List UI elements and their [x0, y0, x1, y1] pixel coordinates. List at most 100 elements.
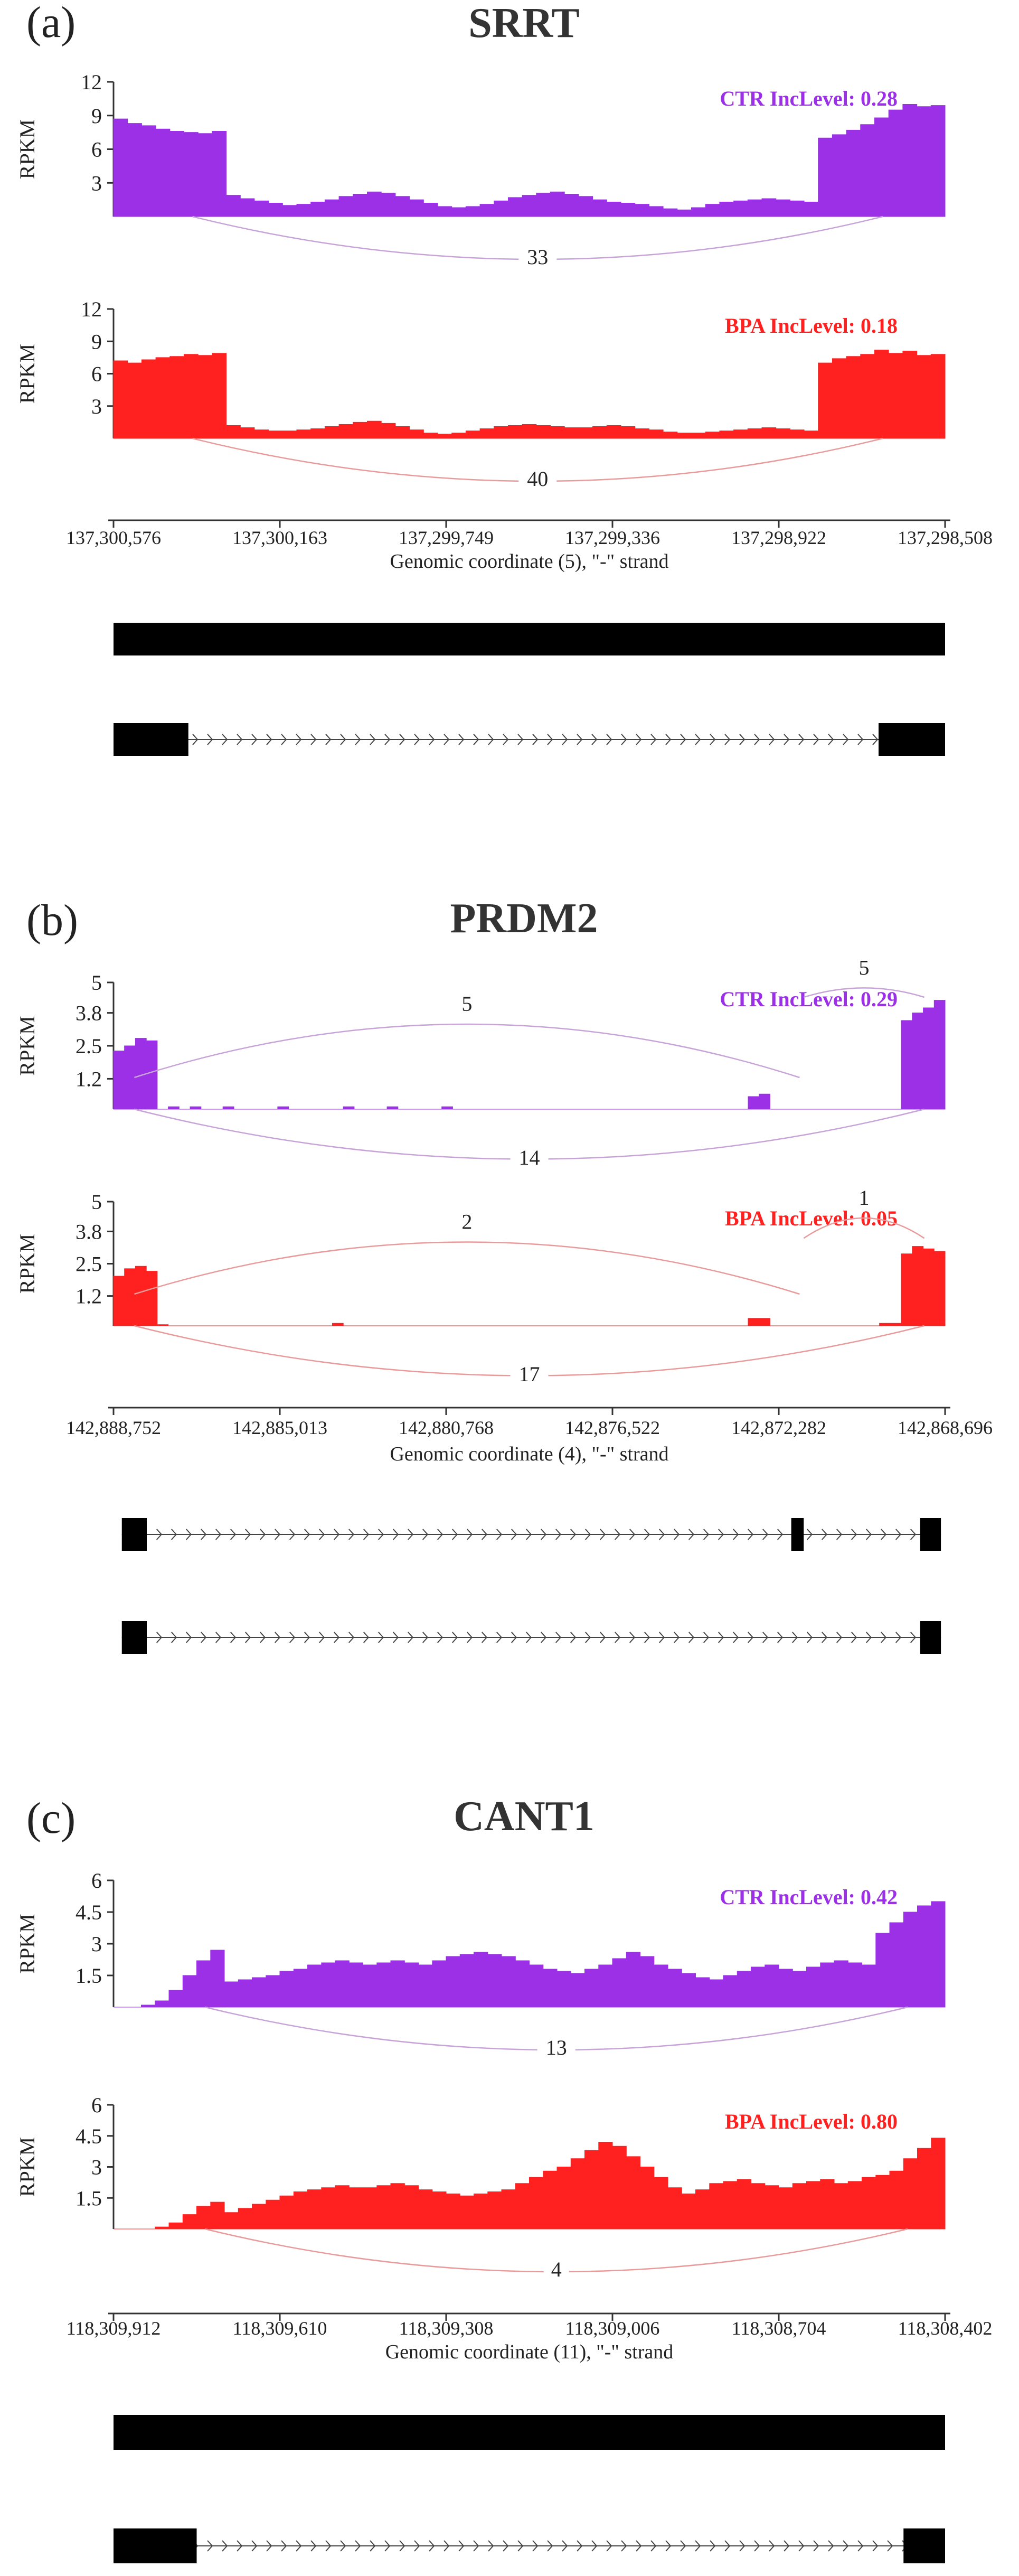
junction-count: 17 [519, 1362, 540, 1386]
intron-chevron [703, 1632, 710, 1643]
y-tick-label: 4.5 [76, 1900, 102, 1924]
panel-srrt: (a) SRRT 12 9 6 3 RPKM CTR IncLevel: 0.28 33 12 9 6… [15, 0, 993, 756]
intron-chevron [355, 734, 361, 745]
intron-chevron [355, 2540, 361, 2552]
intron-chevron [615, 1632, 621, 1643]
intron-chevron [570, 1632, 577, 1643]
intron-chevron [739, 2540, 746, 2552]
intron-chevron [754, 2540, 760, 2552]
intron-chevron [600, 1632, 606, 1643]
x-tick-label: 137,299,336 [565, 527, 660, 548]
junction-arc [803, 987, 924, 998]
intron-chevron [408, 1632, 414, 1643]
exon-block [114, 2528, 197, 2563]
exon-block [920, 1621, 941, 1654]
intron-chevron [910, 1632, 917, 1643]
y-tick-label: 1.2 [76, 1285, 102, 1308]
intron-chevron [541, 1529, 547, 1540]
intron-chevron [526, 1529, 532, 1540]
intron-chevron [621, 2540, 627, 2552]
intron-chevron [769, 734, 775, 745]
exon-block [121, 1518, 147, 1551]
intron-chevron [230, 1632, 237, 1643]
panel-letter: (b) [26, 896, 78, 945]
intron-chevron [414, 734, 420, 745]
panel-prdm2: (b) PRDM2 5 3.8 2.5 1.2 RPKM CTR IncLevel: 0.29… [15, 895, 993, 1654]
y-tick-label: 5 [91, 1190, 102, 1214]
intron-chevron [636, 2540, 642, 2552]
intron-chevron [606, 734, 612, 745]
intron-chevron [777, 1529, 784, 1540]
x-tick-label: 118,309,912 [67, 2318, 161, 2339]
exon-block [121, 1621, 147, 1654]
intron-chevron [585, 1529, 591, 1540]
intron-chevron [429, 734, 435, 745]
intron-chevron [186, 1632, 192, 1643]
y-tick-label: 1.2 [76, 1067, 102, 1091]
y-tick-label: 1.5 [76, 2186, 102, 2210]
intron-chevron [207, 2540, 213, 2552]
intron-chevron [857, 2540, 864, 2552]
intron-chevron [222, 2540, 228, 2552]
junction-label-bg [518, 469, 557, 492]
intron-chevron [281, 2540, 287, 2552]
intron-chevron [452, 1529, 458, 1540]
intron-chevron [452, 1632, 458, 1643]
intron-chevron [562, 2540, 568, 2552]
intron-chevron [304, 1632, 310, 1643]
track-ctr: 5 3.8 2.5 1.2 RPKM CTR IncLevel: 0.29 5 5 14 [15, 956, 946, 1171]
intron-chevron [887, 2540, 893, 2552]
intron-chevron [748, 1529, 754, 1540]
intron-chevron [340, 734, 346, 745]
intron-chevron [289, 1632, 296, 1643]
intron-chevron [828, 734, 834, 745]
y-tick-label: 6 [91, 138, 102, 162]
y-tick-label: 12 [81, 297, 102, 321]
x-axis-title: Genomic coordinate (5), "-" strand [390, 550, 668, 573]
intron-chevron [260, 1529, 266, 1540]
x-tick-label: 118,309,006 [565, 2318, 660, 2339]
intron-chevron [334, 1632, 340, 1643]
y-tick-label: 3 [91, 1932, 102, 1956]
junction-count: 1 [858, 1186, 869, 1210]
intron-chevron [784, 2540, 790, 2552]
intron-chevron [674, 1529, 680, 1540]
intron-chevron [615, 1529, 621, 1540]
intron-chevron [784, 734, 790, 745]
junction-label-bg [454, 994, 480, 1017]
intron-chevron [399, 734, 405, 745]
junction-count: 5 [461, 992, 472, 1016]
intron-chevron [644, 1529, 650, 1540]
intron-chevron [482, 1632, 488, 1643]
intron-chevron [577, 2540, 583, 2552]
intron-chevron [237, 734, 243, 745]
intron-chevron [777, 1632, 784, 1643]
intron-chevron [585, 1632, 591, 1643]
intron-chevron [201, 1632, 207, 1643]
intron-chevron [517, 734, 524, 745]
intron-chevron [437, 1632, 444, 1643]
intron-chevron [836, 1632, 843, 1643]
track-ctr: 12 9 6 3 RPKM CTR IncLevel: 0.28 33 [15, 70, 946, 270]
intron-chevron [629, 1529, 636, 1540]
intron-chevron [260, 1632, 266, 1643]
x-tick-label: 137,298,922 [731, 527, 826, 548]
x-tick-label: 142,885,013 [232, 1417, 327, 1438]
y-tick-label: 1.5 [76, 1964, 102, 1988]
inclevel-label: CTR IncLevel: 0.29 [720, 987, 898, 1011]
isoform-structure [114, 723, 945, 756]
intron-chevron [813, 2540, 819, 2552]
panel-letter: (c) [26, 1794, 76, 1843]
intron-chevron [674, 1632, 680, 1643]
exon-block [114, 623, 945, 655]
intron-chevron [370, 734, 376, 745]
exon-block [920, 1518, 941, 1551]
intron-chevron [629, 1632, 636, 1643]
intron-chevron [482, 1529, 488, 1540]
intron-chevron [393, 1632, 399, 1643]
track-bpa: 6 4.5 3 1.5 RPKM BPA IncLevel: 0.80 4 [15, 2093, 946, 2283]
intron-chevron [851, 1632, 857, 1643]
intron-chevron [325, 734, 332, 745]
x-tick-label: 142,872,282 [731, 1417, 826, 1438]
intron-chevron [511, 1632, 517, 1643]
